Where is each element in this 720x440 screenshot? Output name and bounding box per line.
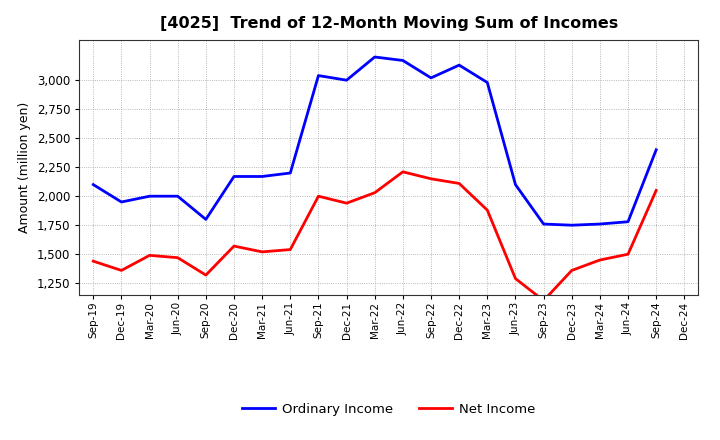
Net Income [652,188,660,193]
Net Income [511,276,520,281]
Ordinary Income [595,221,604,227]
Ordinary Income [230,174,238,179]
Title: [4025]  Trend of 12-Month Moving Sum of Incomes: [4025] Trend of 12-Month Moving Sum of I… [160,16,618,32]
Net Income [455,181,464,186]
Y-axis label: Amount (million yen): Amount (million yen) [18,102,31,233]
Ordinary Income [117,199,126,205]
Net Income [258,249,266,254]
Ordinary Income [539,221,548,227]
Ordinary Income [483,80,492,85]
Net Income [624,252,632,257]
Net Income [145,253,154,258]
Net Income [89,259,98,264]
Ordinary Income [258,174,266,179]
Ordinary Income [174,194,182,199]
Net Income [202,272,210,278]
Line: Net Income: Net Income [94,172,656,301]
Net Income [539,298,548,303]
Ordinary Income [314,73,323,78]
Net Income [286,247,294,252]
Ordinary Income [370,55,379,60]
Net Income [567,268,576,273]
Ordinary Income [624,219,632,224]
Net Income [117,268,126,273]
Net Income [595,257,604,263]
Ordinary Income [202,217,210,222]
Ordinary Income [652,147,660,152]
Net Income [230,243,238,249]
Ordinary Income [455,62,464,68]
Net Income [399,169,408,175]
Ordinary Income [511,182,520,187]
Net Income [370,190,379,195]
Net Income [342,201,351,206]
Legend: Ordinary Income, Net Income: Ordinary Income, Net Income [237,397,541,421]
Ordinary Income [145,194,154,199]
Ordinary Income [567,223,576,228]
Ordinary Income [286,170,294,176]
Net Income [427,176,436,181]
Ordinary Income [342,77,351,83]
Net Income [174,255,182,260]
Ordinary Income [399,58,408,63]
Net Income [483,208,492,213]
Ordinary Income [89,182,98,187]
Ordinary Income [427,75,436,81]
Net Income [314,194,323,199]
Line: Ordinary Income: Ordinary Income [94,57,656,225]
